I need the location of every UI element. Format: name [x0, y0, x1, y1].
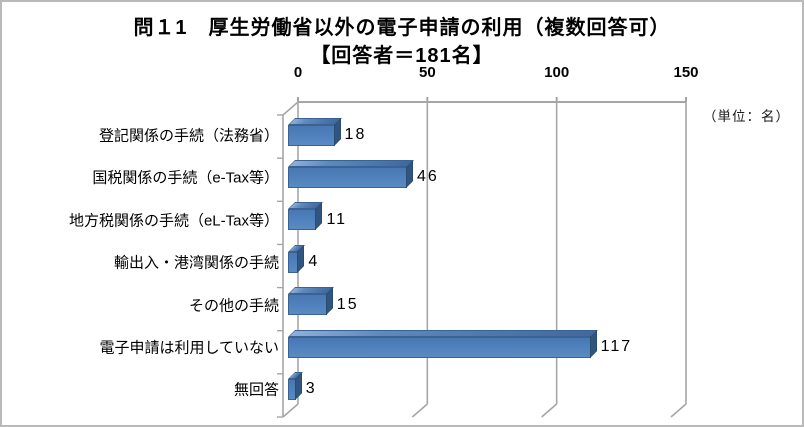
bar [288, 336, 591, 358]
category-label: 登記関係の手続（法務省） [98, 127, 279, 145]
bar-value-label: 18 [344, 126, 367, 143]
wall-corner-edge [282, 101, 299, 116]
value-axis-tick-label: 100 [544, 64, 570, 81]
bar [288, 209, 317, 231]
gridline-floor-foot [670, 403, 687, 418]
chart-subtitle: 【回答者＝181名】 [310, 45, 494, 67]
category-label: その他の手続 [188, 297, 279, 315]
bar-value-label: 3 [305, 380, 317, 398]
category-label: 電子申請は利用していない [99, 339, 279, 357]
value-axis-tick-label: 50 [418, 64, 436, 81]
unit-label: （単位：名） [703, 109, 790, 124]
gridline-floor-foot [282, 403, 299, 418]
bar [288, 124, 335, 146]
value-axis-tick-label: 0 [293, 64, 303, 81]
bar [288, 378, 296, 400]
category-label: 地方税関係の手続（eL-Tax等） [68, 212, 279, 230]
gridline-floor-foot [411, 403, 428, 418]
bar-value-label: 46 [416, 168, 439, 186]
value-axis-tick-label: 150 [673, 64, 699, 81]
gridline-floor-foot [541, 403, 558, 418]
bar-value-label: 4 [308, 253, 320, 271]
category-label: 無回答 [233, 381, 279, 399]
chart-title: 問１1 厚生労働省以外の電子申請の利用（複数回答可） [133, 17, 671, 39]
bar [288, 166, 407, 188]
bar [288, 294, 327, 316]
bar-value-label: 15 [336, 295, 359, 313]
bar [288, 251, 299, 273]
category-label: 国税関係の手続（e-Tax等） [92, 169, 279, 187]
bar-value-label: 11 [326, 210, 348, 228]
category-label: 輸出入・港湾関係の手続 [113, 254, 279, 272]
bar-value-label: 117 [600, 338, 633, 355]
